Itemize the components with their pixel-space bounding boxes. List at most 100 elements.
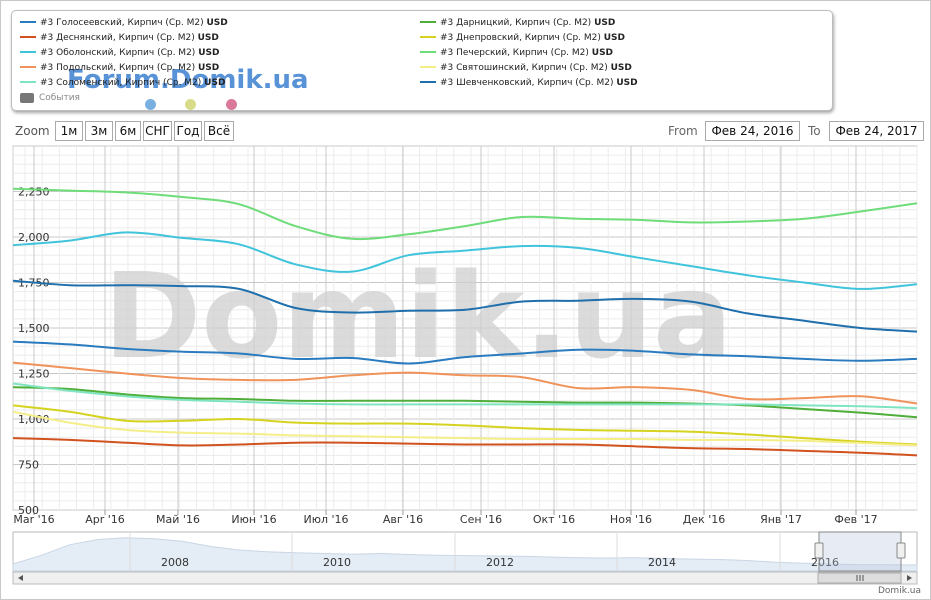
legend-label: #3 Подольский, Кирпич (Ср. М2) bbox=[40, 63, 198, 73]
from-date-input[interactable]: Фев 24, 2016 bbox=[705, 121, 800, 141]
legend-item[interactable]: #3 Деснянский, Кирпич (Ср. М2) USD bbox=[20, 32, 219, 44]
event-dot-yellow[interactable] bbox=[185, 99, 196, 110]
y-tick-label: 2,250 bbox=[18, 186, 50, 199]
legend-swatch bbox=[420, 20, 436, 23]
x-tick-label: Ноя '16 bbox=[610, 513, 652, 526]
scroll-left-icon[interactable] bbox=[18, 575, 23, 581]
series-line bbox=[12, 382, 918, 410]
legend-unit: USD bbox=[610, 63, 632, 73]
legend-events-label: События bbox=[39, 93, 80, 103]
scroll-right-icon[interactable] bbox=[907, 575, 912, 581]
legend-item[interactable]: #3 Оболонский, Кирпич (Ср. М2) USD bbox=[20, 47, 219, 59]
zoom-button[interactable]: 6м bbox=[115, 121, 141, 141]
x-tick-label: Фев '17 bbox=[834, 513, 877, 526]
y-tick-label: 1,500 bbox=[18, 322, 50, 335]
legend-swatch bbox=[420, 80, 436, 83]
to-label: To bbox=[808, 124, 821, 138]
zoom-button[interactable]: Год bbox=[174, 121, 202, 141]
legend-swatch bbox=[420, 50, 436, 53]
zoom-button[interactable]: СНГ bbox=[143, 121, 172, 141]
zoom-button[interactable]: 3м bbox=[85, 121, 113, 141]
legend-item-events[interactable]: События bbox=[20, 92, 80, 104]
legend-swatch bbox=[20, 35, 36, 38]
event-dot-blue[interactable] bbox=[145, 99, 156, 110]
legend-unit: USD bbox=[198, 48, 220, 58]
navigator-year-label: 2016 bbox=[811, 556, 839, 569]
legend-swatch bbox=[20, 50, 36, 53]
legend-unit: USD bbox=[206, 18, 228, 28]
legend-label: #3 Деснянский, Кирпич (Ср. М2) bbox=[40, 33, 198, 43]
legend-unit: USD bbox=[197, 33, 219, 43]
series-line bbox=[12, 437, 918, 457]
legend-label: #3 Оболонский, Кирпич (Ср. М2) bbox=[40, 48, 199, 58]
domik-watermark: Domik.ua bbox=[103, 247, 732, 385]
legend-item[interactable]: #3 Шевченковский, Кирпич (Ср. М2) USD bbox=[420, 77, 638, 89]
legend-unit: USD bbox=[603, 33, 626, 43]
navigator-handle[interactable] bbox=[896, 542, 906, 559]
legend-swatch bbox=[20, 20, 36, 23]
legend-swatch bbox=[20, 65, 36, 68]
x-tick-label: Июл '16 bbox=[303, 513, 348, 526]
scrollbar-track bbox=[12, 571, 918, 585]
navigator-area bbox=[12, 537, 918, 572]
navigator-selection bbox=[818, 531, 902, 572]
legend-unit: USD bbox=[594, 18, 616, 28]
legend-label: #3 Днепровский, Кирпич (Ср. М2) bbox=[440, 33, 604, 43]
y-tick-label: 750 bbox=[18, 459, 39, 472]
to-date-input[interactable]: Фев 24, 2017 bbox=[829, 121, 924, 141]
legend-item[interactable]: #3 Дарницкий, Кирпич (Ср. М2) USD bbox=[420, 17, 615, 29]
legend-unit: USD bbox=[204, 78, 226, 88]
series-line bbox=[12, 279, 918, 333]
legend-item[interactable]: #3 Голосеевский, Кирпич (Ср. М2) USD bbox=[20, 17, 228, 29]
x-tick-label: Июн '16 bbox=[231, 513, 276, 526]
legend-item[interactable]: #3 Соломенский, Кирпич (Ср. М2) USD bbox=[20, 77, 225, 89]
legend: Forum.Domik.ua #3 Голосеевский, Кирпич (… bbox=[11, 10, 833, 111]
legend-item[interactable]: #3 Святошинский, Кирпич (Ср. М2) USD bbox=[420, 62, 632, 74]
legend-label: #3 Дарницкий, Кирпич (Ср. М2) bbox=[440, 18, 595, 28]
legend-label: #3 Соломенский, Кирпич (Ср. М2) bbox=[40, 78, 205, 88]
navigator-year-label: 2014 bbox=[648, 556, 676, 569]
series-line bbox=[12, 340, 918, 365]
legend-item[interactable]: #3 Печерский, Кирпич (Ср. М2) USD bbox=[420, 47, 613, 59]
legend-item[interactable]: #3 Подольский, Кирпич (Ср. М2) USD bbox=[20, 62, 219, 74]
y-tick-label: 2,000 bbox=[18, 231, 50, 244]
zoom-button[interactable]: Всё bbox=[204, 121, 234, 141]
legend-label: #3 Святошинский, Кирпич (Ср. М2) bbox=[440, 63, 611, 73]
series-line bbox=[12, 187, 918, 241]
legend-label: #3 Шевченковский, Кирпич (Ср. М2) bbox=[440, 78, 617, 88]
credit-link[interactable]: Domik.ua bbox=[878, 586, 921, 596]
legend-unit: USD bbox=[616, 78, 638, 88]
y-tick-label: 1,250 bbox=[18, 368, 50, 381]
x-tick-label: Окт '16 bbox=[533, 513, 575, 526]
legend-item[interactable]: #3 Днепровский, Кирпич (Ср. М2) USD bbox=[420, 32, 625, 44]
x-tick-label: Дек '16 bbox=[683, 513, 726, 526]
legend-unit: USD bbox=[591, 48, 614, 58]
legend-swatch bbox=[20, 80, 36, 83]
y-tick-label: 500 bbox=[18, 504, 39, 517]
series-line bbox=[12, 410, 918, 447]
navigator-year-label: 2008 bbox=[161, 556, 189, 569]
series-line bbox=[12, 231, 918, 290]
event-dot-pink[interactable] bbox=[226, 99, 237, 110]
series-line bbox=[12, 361, 918, 405]
legend-label: #3 Печерский, Кирпич (Ср. М2) bbox=[440, 48, 592, 58]
x-tick-label: Сен '16 bbox=[460, 513, 502, 526]
navigator-handle[interactable] bbox=[814, 542, 824, 559]
forum-watermark: Forum.Domik.ua bbox=[67, 65, 309, 95]
y-tick-label: 1,000 bbox=[18, 413, 50, 426]
x-tick-label: Авг '16 bbox=[383, 513, 423, 526]
x-tick-label: Mar '16 bbox=[13, 513, 54, 526]
navigator-year-label: 2012 bbox=[486, 556, 514, 569]
zoom-label: Zoom bbox=[15, 124, 50, 138]
legend-unit: USD bbox=[197, 63, 220, 73]
events-swatch-icon bbox=[20, 92, 34, 103]
series-line bbox=[12, 386, 918, 419]
legend-label: #3 Голосеевский, Кирпич (Ср. М2) bbox=[40, 18, 207, 28]
zoom-button[interactable]: 1м bbox=[55, 121, 83, 141]
legend-swatch bbox=[420, 35, 436, 38]
x-tick-label: Apr '16 bbox=[85, 513, 125, 526]
series-line bbox=[12, 404, 918, 446]
from-label: From bbox=[668, 124, 698, 138]
legend-swatch bbox=[420, 65, 436, 68]
